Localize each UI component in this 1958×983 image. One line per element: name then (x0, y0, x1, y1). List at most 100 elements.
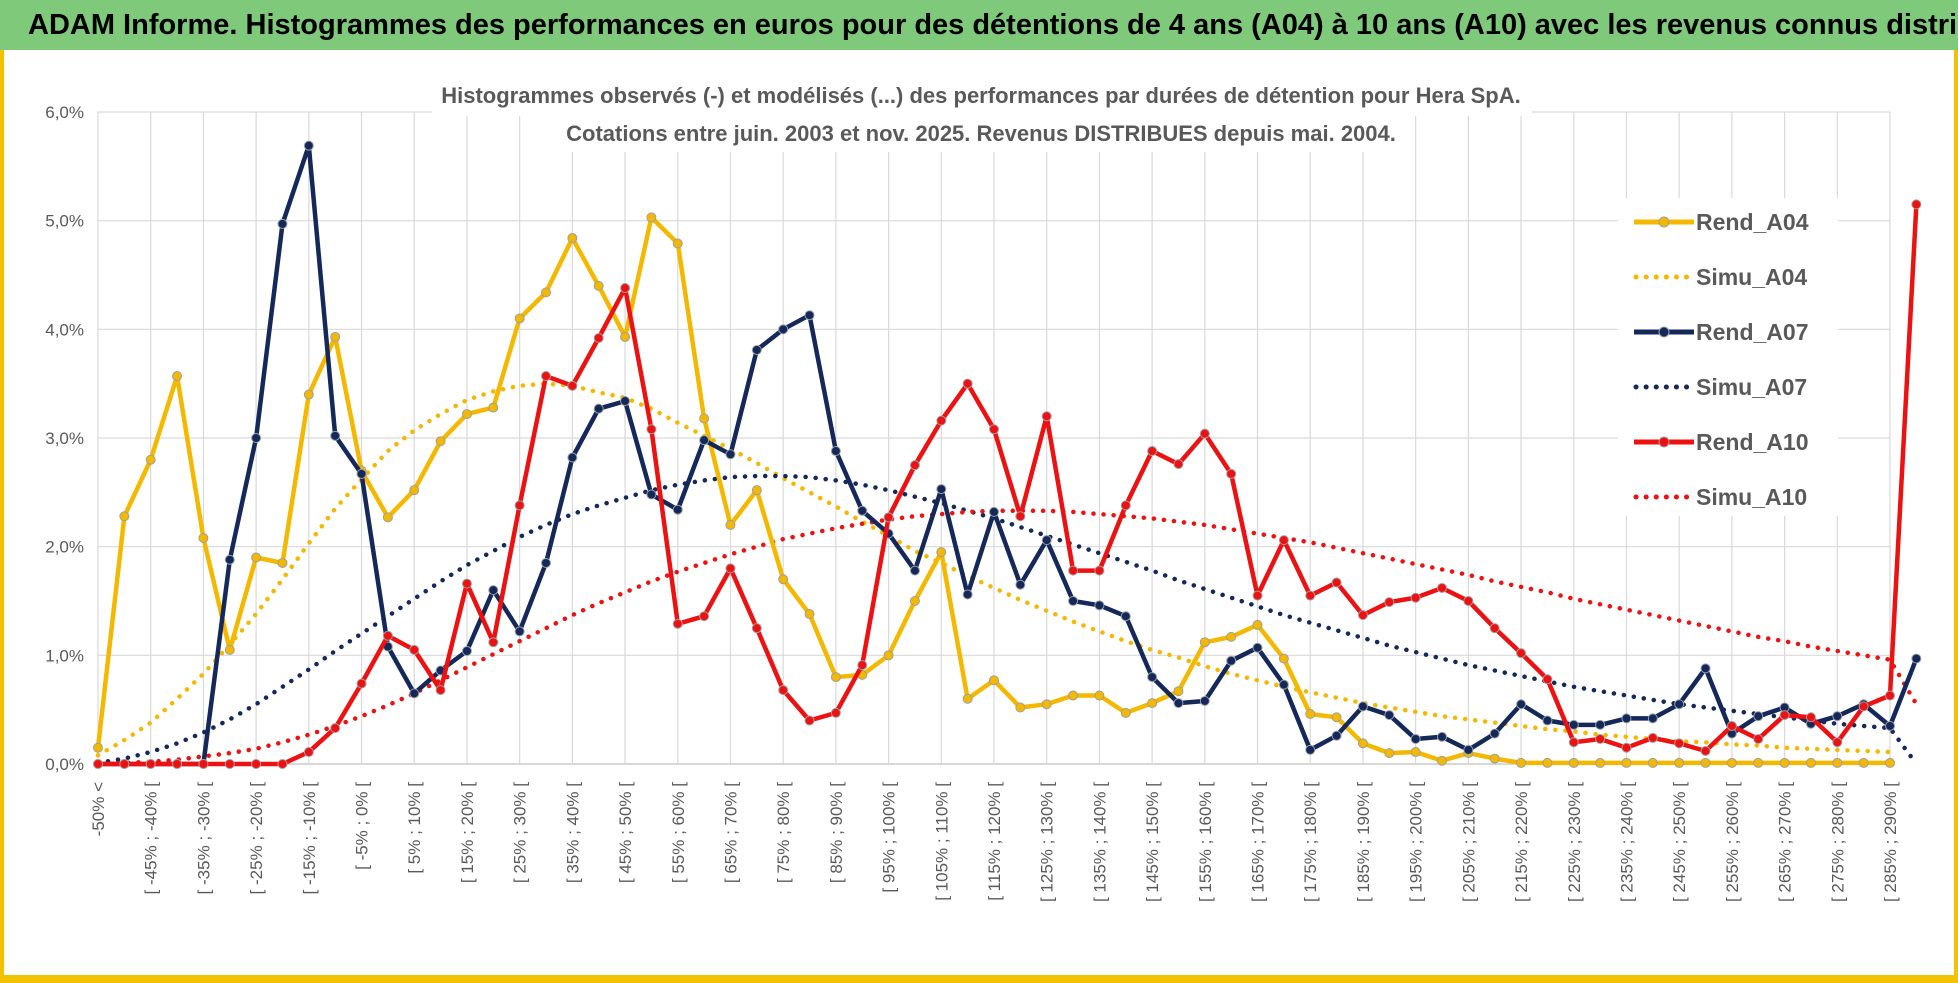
series-point-rend_a07 (1437, 731, 1447, 742)
series-point-rend_a10 (620, 283, 631, 294)
series-point-rend_a10 (488, 637, 499, 648)
series-point-rend_a04 (119, 511, 130, 522)
series-point-rend_a04 (1542, 757, 1553, 768)
series-point-rend_a04 (1858, 757, 1869, 768)
chart-subtitle: Cotations entre juin. 2003 et nov. 2025.… (566, 121, 1396, 146)
x-tick-label: -50% < (89, 782, 108, 836)
series-line-simu_a04 (95, 381, 1893, 758)
y-tick-label: 3,0% (45, 429, 84, 448)
series-point-rend_a07 (1041, 535, 1052, 546)
series-point-rend_a10 (1489, 623, 1500, 634)
legend-label-simu_a10: Simu_A10 (1696, 484, 1807, 510)
series-point-rend_a04 (593, 280, 604, 291)
series-point-rend_a10 (1726, 720, 1737, 731)
bottom-rule (0, 975, 1958, 983)
series-point-rend_a07 (672, 504, 683, 515)
series-point-rend_a04 (330, 331, 341, 342)
series-point-rend_a10 (1094, 565, 1105, 576)
series-point-rend_a04 (1410, 747, 1421, 758)
series-point-rend_a10 (119, 759, 130, 769)
series-point-rend_a04 (646, 212, 657, 223)
x-tick-label: [ 255% ; 260% [ (1723, 782, 1742, 902)
series-point-rend_a10 (1147, 446, 1158, 457)
series-point-rend_a10 (172, 759, 183, 769)
x-tick-label: [ 95% ; 100% [ (880, 782, 899, 893)
x-tick-label: [ 15% ; 20% [ (458, 782, 477, 883)
series-point-rend_a07 (1489, 728, 1500, 739)
series-line-simu_a10 (95, 508, 1919, 767)
series-point-rend_a10 (145, 759, 156, 769)
series-point-rend_a07 (1647, 713, 1658, 724)
series-point-rend_a04 (1120, 707, 1131, 718)
series-point-rend_a04 (1726, 757, 1737, 768)
series-point-rend_a10 (1753, 734, 1764, 745)
series-point-rend_a07 (1120, 611, 1131, 622)
x-tick-label: [ 35% ; 40% [ (563, 782, 582, 883)
series-point-rend_a07 (962, 589, 973, 600)
series-point-rend_a10 (1674, 738, 1685, 749)
x-tick-label: [ 125% ; 130% [ (1038, 782, 1057, 902)
series-point-rend_a04 (962, 693, 973, 704)
x-tick-label: [ 55% ; 60% [ (669, 782, 688, 883)
series-point-rend_a07 (1463, 744, 1474, 755)
series-point-rend_a10 (1252, 590, 1263, 601)
series-point-rend_a04 (883, 650, 894, 661)
series-point-rend_a07 (356, 468, 367, 479)
series-point-rend_a07 (330, 430, 341, 441)
series-point-rend_a04 (1489, 753, 1500, 764)
series-point-rend_a04 (303, 389, 314, 400)
series-point-rend_a10 (1015, 511, 1026, 522)
series-layer (93, 140, 1922, 769)
series-point-rend_a10 (1437, 582, 1447, 593)
series-point-rend_a04 (409, 485, 420, 496)
series-point-rend_a10 (303, 747, 314, 758)
x-tick-label: [ 25% ; 30% [ (511, 782, 530, 883)
series-point-rend_a04 (461, 409, 472, 420)
legend-label-simu_a07: Simu_A07 (1696, 374, 1807, 400)
x-tick-label: [ 135% ; 140% [ (1090, 782, 1109, 902)
series-point-rend_a10 (1621, 742, 1632, 753)
y-tick-label: 4,0% (45, 320, 84, 339)
series-point-rend_a04 (1384, 748, 1395, 759)
x-axis-ticks: -50% < [ -45% ; -40% [[ -35% ; -30% [[ -2… (89, 782, 1900, 902)
series-line-rend_a07 (98, 143, 1919, 767)
series-point-rend_a10 (1911, 199, 1922, 210)
series-point-rend_a07 (1911, 653, 1922, 664)
x-tick-label: [ 65% ; 70% [ (721, 782, 740, 883)
series-point-rend_a10 (1226, 468, 1237, 479)
series-point-rend_a07 (1384, 710, 1395, 721)
series-point-rend_a07 (751, 344, 762, 355)
series-point-rend_a10 (356, 678, 367, 689)
series-point-rend_a07 (909, 565, 920, 576)
series-point-rend_a04 (1199, 637, 1210, 648)
series-point-rend_a04 (145, 454, 156, 465)
series-point-rend_a10 (1805, 712, 1816, 723)
series-point-rend_a07 (936, 484, 947, 495)
series-point-rend_a10 (804, 715, 815, 726)
series-point-rend_a10 (1542, 674, 1553, 685)
series-point-rend_a04 (1753, 757, 1764, 768)
series-point-rend_a04 (172, 371, 183, 382)
x-tick-label: [ 75% ; 80% [ (774, 782, 793, 883)
series-point-rend_a10 (672, 618, 683, 629)
series-point-rend_a04 (1885, 757, 1895, 768)
x-tick-label: [ 165% ; 170% [ (1249, 782, 1268, 902)
series-point-rend_a10 (1516, 648, 1527, 659)
series-point-rend_a07 (1226, 655, 1237, 666)
series-point-rend_a04 (699, 413, 710, 424)
series-point-rend_a04 (725, 519, 736, 530)
series-point-rend_a07 (804, 310, 815, 321)
series-point-rend_a10 (830, 707, 841, 718)
x-tick-label: [ 195% ; 200% [ (1407, 782, 1426, 902)
series-point-rend_a10 (93, 759, 103, 769)
series-point-rend_a04 (1252, 619, 1263, 630)
series-point-rend_a07 (1700, 663, 1711, 674)
series-point-rend_a10 (1305, 590, 1316, 601)
series-point-rend_a10 (751, 623, 762, 634)
series-point-rend_a10 (909, 460, 920, 471)
series-point-rend_a04 (1015, 702, 1026, 713)
series-point-rend_a10 (883, 512, 894, 523)
series-point-rend_a04 (1173, 686, 1184, 697)
series-point-rend_a10 (1120, 500, 1131, 511)
series-point-rend_a10 (1278, 535, 1289, 546)
